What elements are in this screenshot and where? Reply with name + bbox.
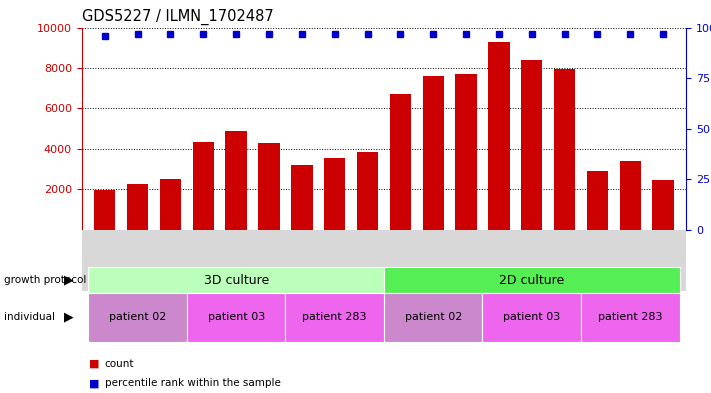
Text: patient 02: patient 02 — [109, 312, 166, 322]
Text: percentile rank within the sample: percentile rank within the sample — [105, 378, 280, 388]
Text: ▶: ▶ — [64, 311, 74, 324]
Text: 2D culture: 2D culture — [499, 274, 565, 286]
Bar — [587, 171, 608, 230]
Bar — [291, 165, 313, 230]
Text: patient 02: patient 02 — [405, 312, 462, 322]
Text: patient 03: patient 03 — [503, 312, 560, 322]
Text: patient 283: patient 283 — [302, 312, 367, 322]
Bar — [554, 69, 575, 230]
Text: ■: ■ — [89, 378, 100, 388]
Text: 3D culture: 3D culture — [203, 274, 269, 286]
Text: patient 283: patient 283 — [598, 312, 663, 322]
Text: GDS5227 / ILMN_1702487: GDS5227 / ILMN_1702487 — [82, 9, 274, 25]
Bar — [653, 180, 674, 230]
Text: ■: ■ — [89, 358, 100, 369]
Bar — [521, 60, 542, 230]
Bar — [619, 161, 641, 230]
Bar — [455, 74, 477, 230]
Bar — [258, 143, 279, 230]
Bar — [390, 94, 411, 230]
Text: ▶: ▶ — [64, 274, 74, 286]
Bar — [225, 131, 247, 230]
Bar — [193, 142, 214, 230]
Text: count: count — [105, 358, 134, 369]
Bar — [94, 191, 115, 230]
Bar — [488, 42, 510, 230]
Bar — [422, 76, 444, 230]
Bar — [324, 158, 346, 230]
Text: patient 03: patient 03 — [208, 312, 264, 322]
Bar — [160, 179, 181, 230]
Text: growth protocol: growth protocol — [4, 275, 86, 285]
Bar — [357, 152, 378, 230]
Bar — [127, 184, 149, 230]
Text: individual: individual — [4, 312, 55, 322]
